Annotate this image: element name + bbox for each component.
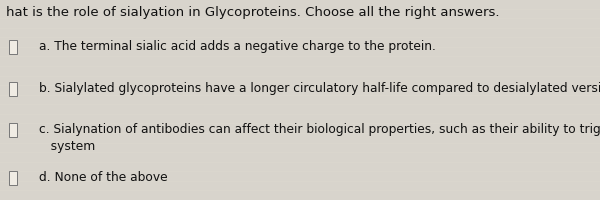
FancyBboxPatch shape	[9, 41, 17, 55]
Text: b. Sialylated glycoproteins have a longer circulatory half-life compared to desi: b. Sialylated glycoproteins have a longe…	[39, 82, 600, 95]
FancyBboxPatch shape	[9, 83, 17, 97]
Text: hat is the role of sialyation in Glycoproteins. Choose all the right answers.: hat is the role of sialyation in Glycopr…	[6, 6, 499, 19]
Text: d. None of the above: d. None of the above	[39, 170, 167, 183]
Text: a. The terminal sialic acid adds a negative charge to the protein.: a. The terminal sialic acid adds a negat…	[39, 40, 436, 53]
FancyBboxPatch shape	[9, 171, 17, 185]
Text: c. Sialynation of antibodies can affect their biological properties, such as the: c. Sialynation of antibodies can affect …	[39, 122, 600, 152]
FancyBboxPatch shape	[9, 123, 17, 137]
